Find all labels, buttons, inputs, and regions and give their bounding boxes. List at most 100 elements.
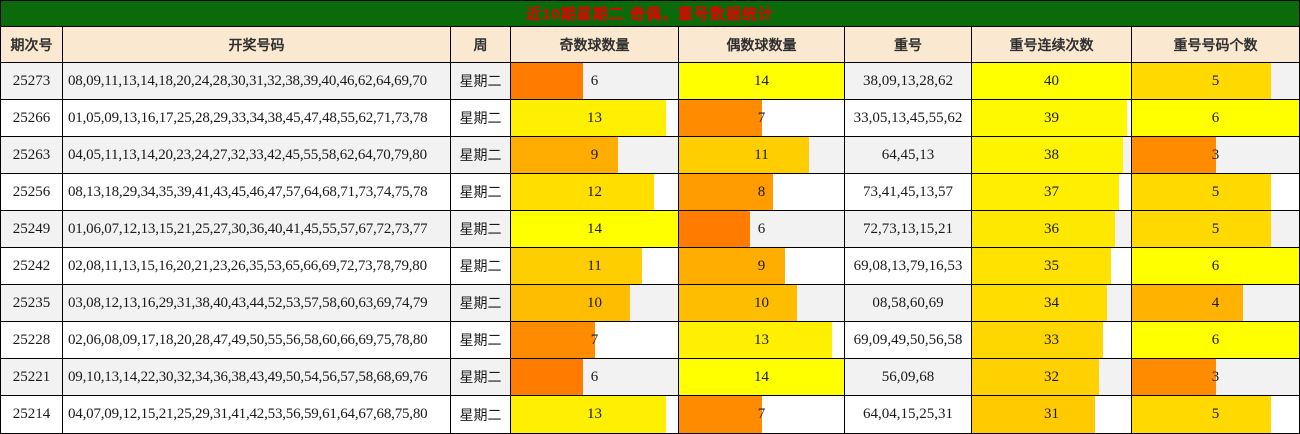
draw-numbers-cell: 04,07,09,12,15,21,25,29,31,41,42,53,56,5… [63,396,451,433]
col-header-even-count: 偶数球数量 [679,27,845,63]
data-bar [679,100,762,136]
odd-count-cell: 6 [511,63,679,100]
repeat-count-cell: 5 [1132,174,1299,211]
bar-value: 39 [1044,109,1059,126]
bar-value: 10 [754,294,769,311]
bar-value: 5 [1211,72,1220,89]
data-bar [679,211,750,247]
data-bar [1132,248,1299,284]
data-bar [511,359,583,395]
bar-value: 10 [587,294,602,311]
odd-count-cell: 10 [511,285,679,322]
data-bar [511,248,643,284]
period-cell: 25266 [1,100,63,137]
weekday-cell: 星期二 [451,211,511,248]
data-bar [511,396,667,433]
bar-value: 14 [587,220,602,237]
period-cell: 25263 [1,137,63,174]
even-count-cell: 14 [679,359,845,396]
table-body: 25273 08,09,11,13,14,18,20,24,28,30,31,32… [1,63,1299,433]
repeat-count-cell: 6 [1132,100,1299,137]
even-count-cell: 8 [679,174,845,211]
repeat-streak-cell: 35 [972,248,1132,285]
bar-value: 6 [1211,331,1220,348]
repeat-numbers-cell: 64,04,15,25,31 [845,396,972,433]
bar-value: 32 [1044,368,1059,385]
draw-numbers-cell: 02,08,11,13,15,16,20,21,23,26,35,53,65,6… [63,248,451,285]
draw-numbers-cell: 02,06,08,09,17,18,20,28,47,49,50,55,56,5… [63,322,451,359]
data-bar [972,100,1128,136]
data-bar [679,285,797,321]
draw-numbers-cell: 09,10,13,14,22,30,32,34,36,38,43,49,50,5… [63,359,451,396]
bar-value: 14 [754,368,769,385]
repeat-streak-cell: 32 [972,359,1132,396]
data-bar [1132,359,1216,395]
data-bar [1132,285,1244,321]
even-count-cell: 9 [679,248,845,285]
bar-value: 6 [1211,257,1220,274]
weekday-cell: 星期二 [451,100,511,137]
table-row: 25256 08,13,18,29,34,35,39,41,43,45,46,47… [1,174,1299,211]
col-header-weekday: 周 [451,27,511,63]
col-header-draw-numbers: 开奖号码 [63,27,451,63]
odd-count-cell: 12 [511,174,679,211]
table-row: 25266 01,05,09,13,16,17,25,28,29,33,34,38… [1,100,1299,137]
even-count-cell: 14 [679,63,845,100]
data-bar [511,322,595,358]
even-count-cell: 10 [679,285,845,322]
even-count-cell: 6 [679,211,845,248]
data-bar [679,63,844,99]
repeat-numbers-cell: 64,45,13 [845,137,972,174]
col-header-repeat-count: 重号号码个数 [1132,27,1299,63]
bar-value: 34 [1044,294,1059,311]
bar-value: 36 [1044,220,1059,237]
table-row: 25273 08,09,11,13,14,18,20,24,28,30,31,32… [1,63,1299,100]
repeat-numbers-cell: 69,08,13,79,16,53 [845,248,972,285]
data-bar [1132,211,1272,247]
bar-value: 8 [757,183,766,200]
even-count-cell: 11 [679,137,845,174]
bar-value: 12 [587,183,602,200]
repeat-streak-cell: 33 [972,322,1132,359]
repeat-numbers-cell: 08,58,60,69 [845,285,972,322]
col-header-odd-count: 奇数球数量 [511,27,679,63]
data-bar [511,137,619,173]
data-bar [1132,63,1272,99]
data-bar [679,174,774,210]
data-bar [679,396,762,433]
table-row: 25235 03,08,12,13,16,29,31,38,40,43,44,52… [1,285,1299,322]
draw-numbers-cell: 08,13,18,29,34,35,39,41,43,45,46,47,57,6… [63,174,451,211]
period-cell: 25221 [1,359,63,396]
data-bar [1132,396,1272,433]
repeat-numbers-cell: 73,41,45,13,57 [845,174,972,211]
bar-value: 11 [587,257,602,274]
even-count-cell: 13 [679,322,845,359]
bar-value: 13 [587,109,602,126]
data-bar [679,359,844,395]
table-header-row: 期次号 开奖号码 周 奇数球数量 偶数球数量 重号 重号连续次数 重号号码个数 [1,27,1299,63]
bar-value: 35 [1044,257,1059,274]
odd-count-cell: 9 [511,137,679,174]
data-bar [679,137,809,173]
repeat-numbers-cell: 56,09,68 [845,359,972,396]
bar-value: 40 [1044,72,1059,89]
bar-value: 6 [1211,109,1220,126]
bar-value: 11 [754,146,769,163]
repeat-count-cell: 3 [1132,359,1299,396]
bar-value: 3 [1211,146,1220,163]
repeat-count-cell: 4 [1132,285,1299,322]
weekday-cell: 星期二 [451,285,511,322]
data-bar [1132,174,1272,210]
bar-value: 9 [590,146,599,163]
odd-count-cell: 7 [511,322,679,359]
bar-value: 6 [757,220,766,237]
bar-value: 31 [1044,406,1059,422]
odd-count-cell: 6 [511,359,679,396]
data-bar [1132,137,1216,173]
col-header-repeat-streak: 重号连续次数 [972,27,1132,63]
period-cell: 25273 [1,63,63,100]
col-header-period: 期次号 [1,27,63,63]
data-bar [972,137,1124,173]
repeat-numbers-cell: 38,09,13,28,62 [845,63,972,100]
